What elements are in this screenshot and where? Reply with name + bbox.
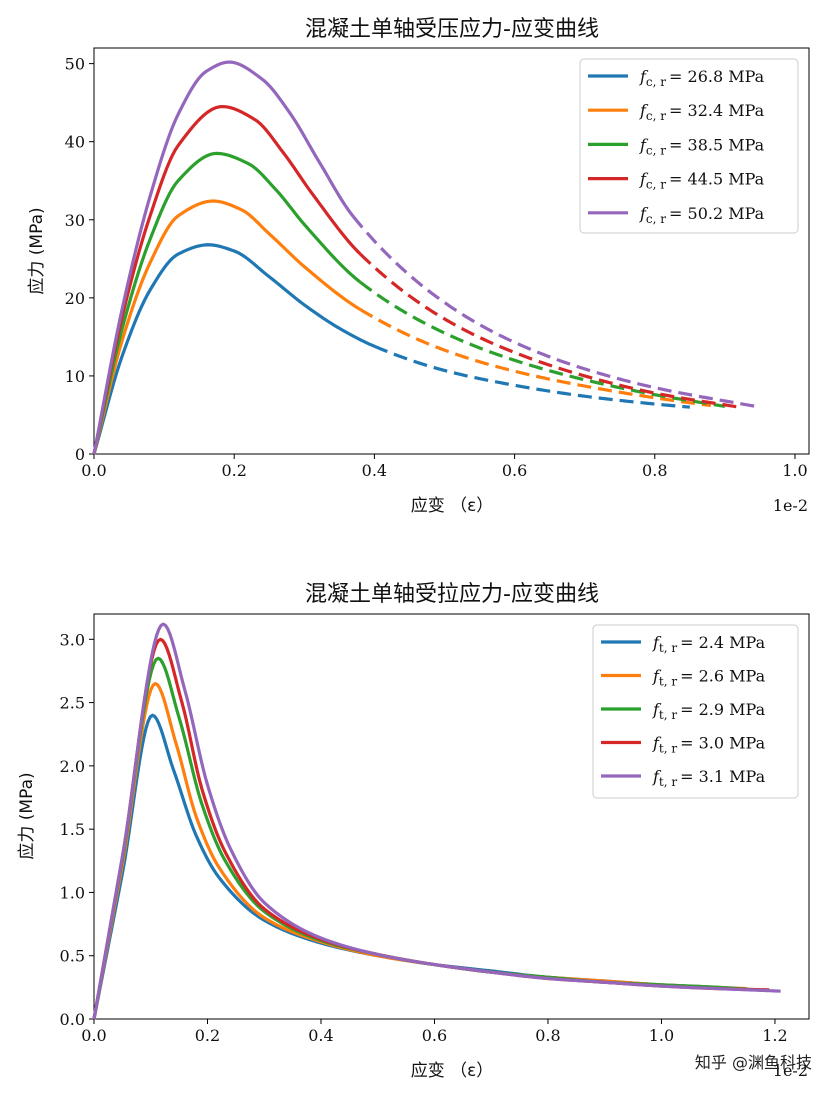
series-line-dashed [373,344,690,409]
y-axis-label: 应力 (MPa) [27,207,47,294]
site-watermark: 知乎 @渊鱼科技 [695,1053,812,1072]
x-axis-label: 应变 （ε） [411,496,494,516]
legend-entry: fc, r = 38.5 MPa [639,135,765,157]
series-line-dashed [359,252,740,409]
x-tick-label: 0.4 [308,1026,333,1045]
y-axis-label: 应力 (MPa) [17,772,37,859]
y-tick-label: 3.0 [60,630,85,649]
x-tick-label: 1.0 [649,1026,674,1045]
legend-entry: ft, r = 2.6 MPa [652,667,766,689]
series-line [92,243,376,455]
x-tick-label: 0.6 [502,461,527,480]
y-tick-label: 2.0 [60,757,85,776]
y-tick-label: 50 [65,55,85,74]
x-tick-label: 1.2 [762,1026,787,1045]
plot-frame [93,47,810,455]
legend-entry: ft, r = 2.4 MPa [652,633,766,655]
series-line [92,104,362,455]
x-tick-label: 0.6 [422,1026,447,1045]
series-group [92,60,761,455]
chart-title: 混凝土单轴受拉应力-应变曲线 [305,582,599,607]
series-line-dashed [359,308,712,408]
legend-entry: fc, r = 26.8 MPa [639,67,765,89]
x-tick-label: 0.0 [81,461,106,480]
tension-chart: 混凝土单轴受拉应力-应变曲线 0.0 0.2 0.4 0.6 0.8 1.0 1.20.00… [17,582,810,1081]
y-tick-label: 10 [65,367,85,386]
x-offset-label: 1e-2 [773,1061,808,1080]
y-tick-label: 0 [75,445,85,464]
series-line [92,622,781,1020]
x-tick-label: 1.0 [782,461,807,480]
legend-box [579,58,799,234]
x-tick-label: 0.8 [535,1026,560,1045]
legend-entry: ft, r = 2.9 MPa [652,700,766,722]
series-line [92,199,362,455]
x-tick-label: 0.2 [195,1026,220,1045]
y-tick-label: 40 [65,133,85,152]
x-axis-label: 应变 （ε） [411,1061,494,1081]
x-tick-label: 0.2 [221,461,246,480]
x-offset-label: 1e-2 [773,496,808,515]
legend-box [592,624,799,799]
tick-group: 0.0 0.2 0.4 0.6 0.8 1.0 0 10 20 30 40 50 [65,55,808,480]
series-group [92,622,781,1020]
series-line [92,60,355,455]
y-tick-label: 2.5 [60,694,85,713]
legend-entry: fc, r = 50.2 MPa [639,204,765,226]
legend-entry: fc, r = 44.5 MPa [639,170,765,192]
legend: ft, r = 2.4 MPa ft, r = 2.6 MPa ft, r = 2.9 M… [592,624,799,799]
y-tick-label: 30 [65,211,85,230]
tick-group: 0.0 0.2 0.4 0.6 0.8 1.0 1.2 0.0 0.5 1.0 1.5 2.0 2.5 3… [60,630,788,1045]
legend: fc, r = 26.8 MPa fc, r = 32.4 MPa fc, r = 38.… [579,58,799,234]
legend-entry: fc, r = 32.4 MPa [639,101,765,123]
y-tick-label: 0.0 [60,1010,85,1029]
series-line [92,151,362,455]
x-tick-label: 0.4 [362,461,387,480]
plot-frame [93,613,810,1020]
y-tick-label: 1.0 [60,883,85,902]
legend-entry: ft, r = 3.0 MPa [652,734,766,756]
y-tick-label: 1.5 [60,820,85,839]
x-tick-label: 0.8 [642,461,667,480]
chart-title: 混凝土单轴受压应力-应变曲线 [305,17,599,42]
y-tick-label: 20 [65,289,85,308]
compression-chart: 混凝土单轴受压应力-应变曲线 0.0 0.2 0.4 0.6 0.8 1.0 0 10 20 30… [27,17,810,516]
y-tick-label: 0.5 [60,947,85,966]
series-line-dashed [352,215,761,409]
legend-entry: ft, r = 3.1 MPa [652,767,766,789]
x-tick-label: 0.0 [81,1026,106,1045]
